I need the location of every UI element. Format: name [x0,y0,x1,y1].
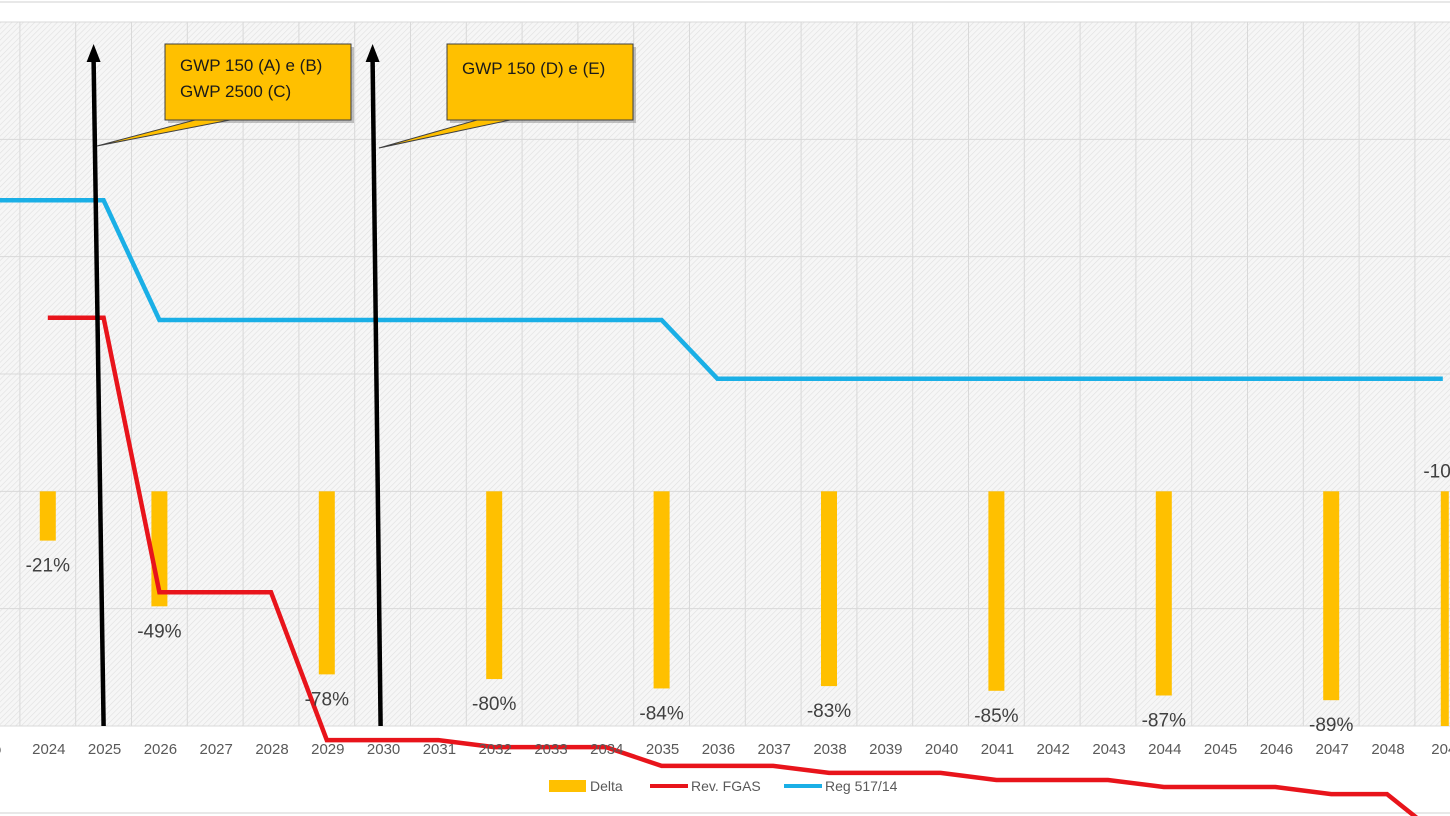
arrow-head-icon [365,44,380,62]
x-tick-label: 2028 [255,741,288,758]
gridlines [0,21,1450,727]
x-tick-label: 2042 [1037,741,1070,758]
callout-box [446,43,634,121]
x-tick-label: 2048 [1371,741,1404,758]
delta-bars [39,491,1449,726]
rev-fgas-line [47,315,1419,816]
callout-boxes: GWP 150 (A) e (B) GWP 2500 (C) GWP 150 (D)… [96,43,636,149]
x-tick-label: 2046 [1260,741,1293,758]
delta-data-label: -100% [1423,461,1450,482]
callout-text: GWP 150 (D) e (E) [462,59,605,78]
legend-swatch-delta [549,780,586,792]
x-tick-label: 2041 [981,741,1014,758]
x-tick-label: 2045 [1204,741,1237,758]
delta-data-label: -80% [472,694,516,715]
callout-text: GWP 150 (A) e (B) [180,56,322,75]
x-tick-label: 2043 [1092,741,1125,758]
delta-bar [39,491,56,541]
delta-data-label: -21% [26,556,70,577]
x-tick-label: 2033 [534,741,567,758]
x-tick-label: 2024 [32,741,65,758]
delta-data-label: -89% [1309,715,1353,736]
legend-label: Rev. FGAS [691,778,761,794]
x-tick-label: 204 [1431,741,1450,758]
delta-data-label: -87% [1142,710,1186,731]
arrow-shaft [370,59,383,727]
x-tick-label: 2030 [367,741,400,758]
delta-data-label: -83% [807,701,851,722]
delta-bar [1155,491,1172,696]
annotation-arrows [86,44,383,727]
delta-data-label: -49% [137,621,181,642]
delta-bar [988,491,1005,691]
legend-label: Reg 517/14 [825,778,898,794]
x-tick-label: 2027 [200,741,233,758]
delta-data-label: -84% [639,703,683,724]
delta-bar [1323,491,1340,701]
x-tick-label: 2026 [144,741,177,758]
x-tick-label: 2037 [758,741,791,758]
arrow-head-icon [86,44,101,62]
data-labels: -21% -49% -78% -80% -84% -83% -85% -87% -89% -100… [26,461,1450,736]
x-tick-label: no [0,741,1,758]
x-tick-label: 2031 [423,741,456,758]
x-tick-label: 2035 [646,741,679,758]
arrow-shaft [91,59,106,727]
x-tick-label: 2040 [925,741,958,758]
x-tick-label: 2032 [479,741,512,758]
delta-bar [1440,491,1449,726]
reg-517-14-line [0,198,1443,381]
delta-bar [821,491,837,687]
callout-text: GWP 2500 (C) [180,82,291,101]
delta-bar [653,491,670,689]
x-tick-label: 2039 [869,741,902,758]
x-tick-label: 2047 [1316,741,1349,758]
x-tick-label: 2038 [813,741,846,758]
x-tick-label: 2034 [590,741,623,758]
delta-data-label: -85% [974,706,1018,727]
delta-data-label: -78% [305,689,349,710]
series-lines [0,198,1443,816]
legend-label: Delta [590,778,623,794]
x-tick-label: 2044 [1148,741,1181,758]
delta-bar [318,491,335,675]
legend: Delta Rev. FGAS Reg 517/14 [549,778,898,794]
x-tick-label: 2036 [702,741,735,758]
x-axis-ticks: no 2024 2025 2026 2027 2028 2029 2030 2031 2032 20… [0,741,1450,758]
delta-bar [486,491,503,680]
x-tick-label: 2025 [88,741,121,758]
callout-box [164,43,352,121]
x-tick-label: 2029 [311,741,344,758]
